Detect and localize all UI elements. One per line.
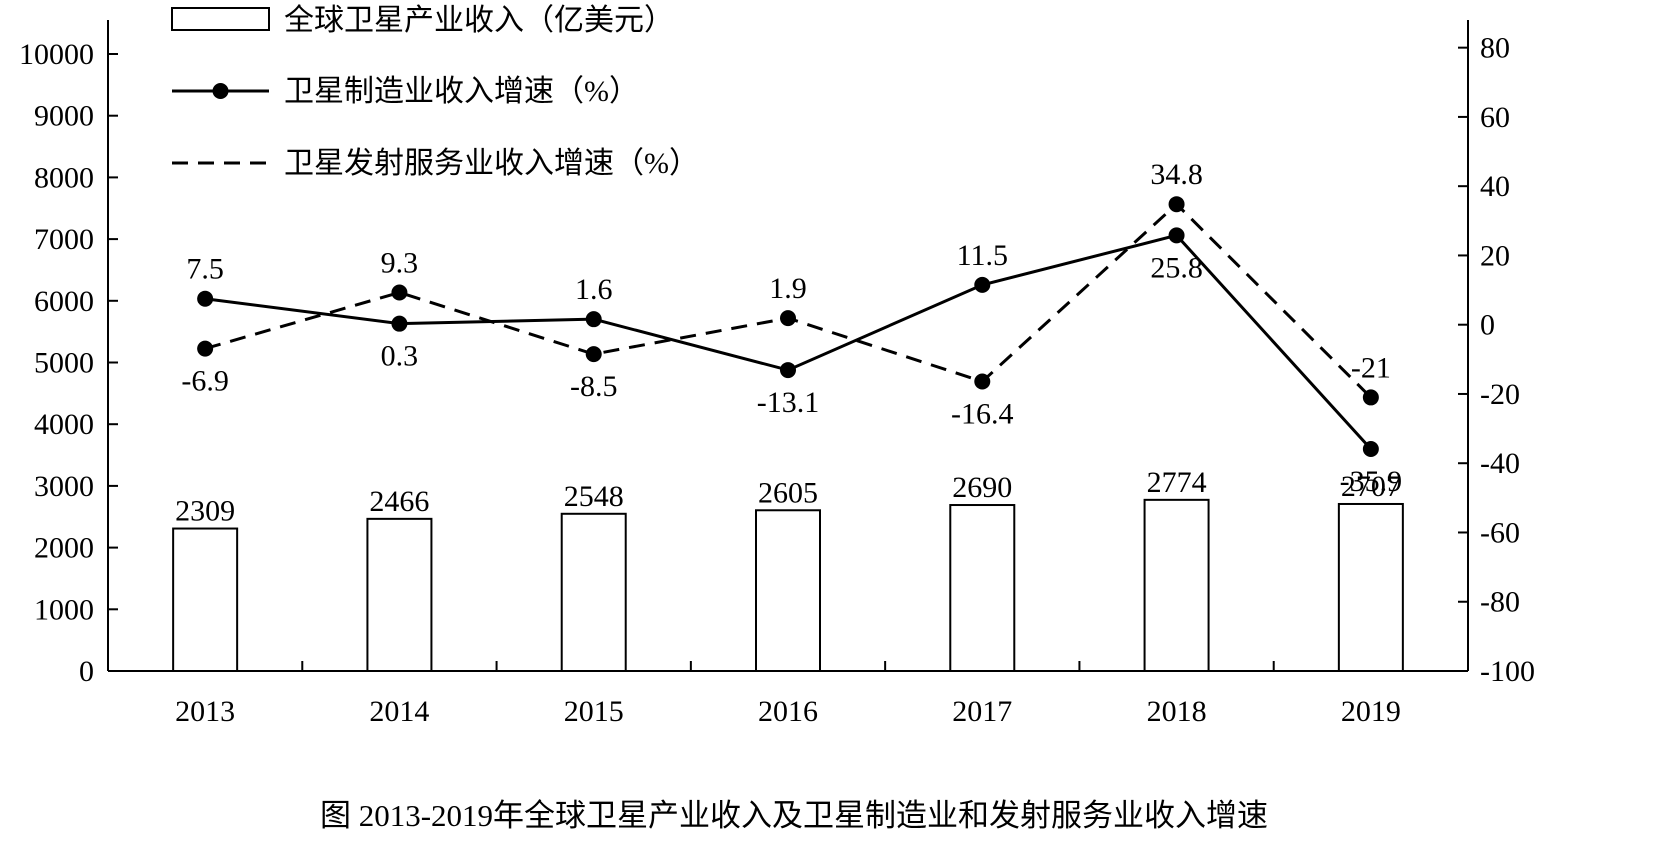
bar-value-label: 2309 <box>175 495 235 528</box>
launch-growth-point <box>391 284 408 301</box>
y-right-tick-label: -80 <box>1480 586 1520 619</box>
bar-value-label: 2605 <box>758 476 818 509</box>
legend-bar-swatch <box>171 7 270 31</box>
bar-value-label: 2466 <box>369 485 429 518</box>
legend-bar-label: 全球卫星产业收入（亿美元） <box>284 4 674 37</box>
lines-layer <box>197 196 1379 458</box>
launch-growth-point <box>780 310 796 327</box>
y-left-tick-label: 10000 <box>19 38 94 71</box>
y-right-tick-label: 60 <box>1480 101 1510 134</box>
bar <box>1143 498 1210 673</box>
legend-solid-marker <box>212 83 229 99</box>
y-right-tick-label: -60 <box>1480 516 1520 549</box>
manufacturing-growth-point <box>1362 441 1379 458</box>
manufacturing-growth-point <box>974 276 991 293</box>
launch-growth-point <box>974 373 991 390</box>
legend-solid-label: 卫星制造业收入增速（%） <box>284 75 639 108</box>
launch-growth-label: 34.8 <box>1150 158 1203 191</box>
launch-growth-point <box>1168 196 1185 213</box>
bar <box>560 512 627 672</box>
chart-caption: 图 2013-2019年全球卫星产业收入及卫星制造业和发射服务业收入增速 <box>320 798 1268 833</box>
bar <box>172 527 239 673</box>
bar <box>1337 502 1404 672</box>
y-left-tick-label: 2000 <box>34 532 94 565</box>
manufacturing-growth-label: -35.9 <box>1340 465 1403 498</box>
manufacturing-growth-point <box>1168 227 1185 244</box>
manufacturing-growth-label: 0.3 <box>381 340 419 373</box>
launch-growth-label: -8.5 <box>570 370 618 403</box>
legend: 全球卫星产业收入（亿美元） 卫星制造业收入增速（%） 卫星发射服务业收入增速（%） <box>171 4 699 180</box>
manufacturing-growth-point <box>391 315 408 332</box>
x-tick-label: 2015 <box>564 695 624 728</box>
manufacturing-growth-point <box>585 311 602 328</box>
x-tick-label: 2018 <box>1147 695 1207 728</box>
x-tick-label: 2013 <box>175 695 235 728</box>
manufacturing-growth-label: 25.8 <box>1150 251 1203 284</box>
manufacturing-growth-point <box>197 290 214 307</box>
x-tick-label: 2014 <box>369 695 429 728</box>
x-tick-label: 2016 <box>758 695 818 728</box>
y-left-tick-label: 5000 <box>34 347 94 380</box>
manufacturing-growth-label: 1.6 <box>575 273 613 306</box>
bar-value-label: 2690 <box>952 471 1012 504</box>
data-labels-layer: 2309 2466 2548 2605 2690 2774 2707 7.5 -6.9 0.3 9.… <box>175 158 1402 527</box>
manufacturing-growth-label: 7.5 <box>186 253 224 286</box>
bar <box>366 517 433 672</box>
y-left-tick-label: 3000 <box>34 470 94 503</box>
y-right-tick-label: 0 <box>1480 309 1495 342</box>
axes-layer: 0 1000 2000 3000 4000 5000 6000 7000 8000 9000 100… <box>19 20 1535 728</box>
y-right-tick-label: 40 <box>1480 170 1510 203</box>
y-left-tick-label: 7000 <box>34 223 94 256</box>
y-right-tick-label: -20 <box>1480 378 1520 411</box>
y-left-tick-label: 6000 <box>34 285 94 318</box>
y-right-tick-label: -100 <box>1480 655 1535 688</box>
y-left-tick-label: 9000 <box>34 100 94 133</box>
y-left-tick-label: 4000 <box>34 408 94 441</box>
launch-growth-label: 9.3 <box>381 246 419 279</box>
bar-value-label: 2774 <box>1147 466 1207 499</box>
y-left-tick-label: 8000 <box>34 161 94 194</box>
y-right-tick-label: -40 <box>1480 447 1520 480</box>
y-right-tick-label: 80 <box>1480 32 1510 65</box>
launch-growth-label: 1.9 <box>769 272 807 305</box>
y-left-tick-label: 0 <box>79 655 94 688</box>
launch-growth-label: -21 <box>1351 351 1391 384</box>
y-right-tick-label: 20 <box>1480 239 1510 272</box>
launch-growth-point <box>197 340 214 357</box>
manufacturing-growth-point <box>780 362 796 379</box>
bar <box>949 504 1016 673</box>
manufacturing-growth-label: 11.5 <box>957 239 1008 272</box>
x-tick-label: 2017 <box>952 695 1012 728</box>
y-left-tick-label: 1000 <box>34 593 94 626</box>
manufacturing-growth-label: -13.1 <box>757 386 820 419</box>
launch-growth-label: -6.9 <box>181 365 229 398</box>
launch-growth-label: -16.4 <box>951 397 1014 430</box>
bar-value-label: 2548 <box>564 480 624 513</box>
bar-value-label: 2707 <box>1341 470 1401 503</box>
x-tick-label: 2019 <box>1341 695 1401 728</box>
bar <box>755 509 821 673</box>
bars-layer <box>172 498 1404 673</box>
launch-growth-point <box>1362 389 1379 406</box>
launch-growth-point <box>585 346 602 363</box>
legend-dashed-label: 卫星发射服务业收入增速（%） <box>284 147 699 180</box>
